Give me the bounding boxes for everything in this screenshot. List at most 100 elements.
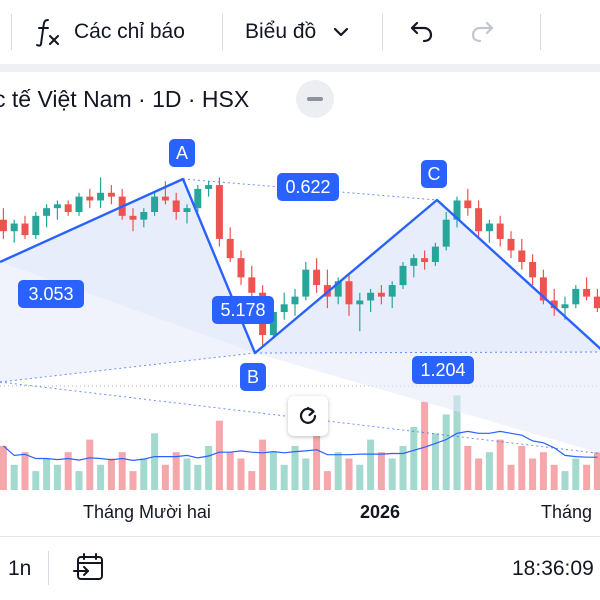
indicators-button[interactable]: Các chỉ báo — [32, 0, 185, 64]
volume-bar — [215, 420, 223, 490]
candle-body — [53, 204, 61, 209]
current-time: 18:36:09 — [512, 557, 594, 580]
candle-body — [377, 292, 385, 297]
volume-bar — [86, 439, 94, 490]
symbol-title: c tế Việt Nam · 1D · HSX — [0, 85, 250, 112]
toolbar-divider — [222, 14, 223, 50]
candle-body — [205, 185, 213, 189]
candle-body — [442, 219, 450, 247]
candle-body — [140, 212, 148, 220]
volume-bar — [237, 458, 245, 490]
calendar-goto-icon[interactable] — [72, 550, 108, 586]
volume-bar — [107, 458, 115, 490]
volume-bar — [334, 452, 342, 490]
toolbar-shadow — [0, 64, 600, 72]
volume-bar — [140, 458, 148, 490]
point-label-b-box — [240, 363, 266, 391]
candle-body — [529, 262, 537, 278]
volume-bar — [453, 395, 461, 490]
volume-bar — [118, 452, 126, 490]
candle-body — [518, 250, 526, 262]
candle-body — [280, 304, 288, 312]
range-button[interactable]: 1n — [8, 557, 32, 580]
volume-bar — [161, 464, 169, 490]
volume-bar — [485, 452, 493, 490]
volume-bar — [572, 458, 580, 490]
pattern-fill-bcd — [255, 200, 600, 353]
volume-bar — [410, 427, 418, 490]
ratio-label-box — [412, 356, 474, 384]
undo-icon — [410, 21, 433, 43]
candle-body — [313, 269, 321, 286]
time-axis-label: 2026 — [360, 502, 401, 522]
candle-body — [10, 223, 18, 232]
ratio-label-box — [277, 173, 339, 201]
volume-bar — [75, 471, 83, 490]
volume-bar — [32, 471, 40, 490]
volume-bar — [10, 464, 18, 490]
candle-body — [539, 277, 547, 301]
volume-bar — [442, 414, 450, 490]
symbol-legend[interactable]: c tế Việt Nam · 1D · HSX — [0, 78, 249, 120]
volume-bar — [151, 433, 159, 490]
time-axis-label: Tháng — [541, 502, 593, 522]
candle-body — [583, 288, 591, 297]
ratio-label: 3.053 — [28, 284, 73, 304]
chart-type-button[interactable]: Biểu đồ — [245, 0, 352, 64]
point-label-c-box — [421, 160, 447, 188]
undo-button[interactable] — [402, 0, 438, 64]
volume-bar — [269, 452, 277, 490]
ratio-label: 1.204 — [420, 360, 465, 380]
bottom-bar: 1n 18:36:09 — [0, 537, 600, 600]
volume-bar — [539, 452, 547, 490]
volume-bar — [302, 458, 310, 490]
candle-body — [388, 285, 396, 297]
candle-body — [75, 196, 83, 212]
volume-bar — [205, 445, 213, 490]
volume-bar — [561, 471, 569, 490]
volume-bar — [377, 452, 385, 490]
volume-bar — [0, 445, 7, 490]
candle-body — [129, 215, 137, 220]
point-label-a: A — [176, 143, 188, 163]
volume-bar — [280, 464, 288, 490]
volume-bar — [583, 464, 591, 490]
candle-body — [194, 188, 202, 209]
minus-icon — [307, 97, 323, 101]
volume-bar — [518, 445, 526, 490]
reset-chart-button[interactable] — [288, 396, 328, 436]
candle-body — [43, 208, 51, 216]
volume-bar — [464, 445, 472, 490]
volume-bar — [64, 452, 72, 490]
candle-body — [496, 223, 504, 239]
candle-body — [345, 281, 353, 305]
volume-bar — [53, 464, 61, 490]
candle-body — [215, 185, 223, 239]
candle-body — [475, 208, 483, 232]
volume-bar — [129, 471, 137, 490]
divider — [48, 551, 49, 585]
volume-bar — [475, 458, 483, 490]
redo-button[interactable] — [466, 0, 502, 64]
candle-body — [237, 258, 245, 278]
ratio-label: 5.178 — [220, 300, 265, 320]
volume-bar — [431, 433, 439, 490]
bottom-divider — [0, 536, 600, 537]
toolbar-divider — [11, 14, 12, 50]
candle-body — [356, 300, 364, 305]
toolbar-divider — [540, 14, 541, 50]
volume-bar — [248, 471, 256, 490]
legend-collapse-button[interactable] — [296, 80, 334, 118]
volume-bar — [529, 458, 537, 490]
top-toolbar: Các chỉ báo Biểu đồ — [0, 0, 600, 64]
volume-bar — [367, 439, 375, 490]
candle-body — [334, 281, 342, 297]
volume-bar — [313, 433, 321, 490]
candle-body — [172, 200, 180, 212]
candle-body — [64, 204, 72, 212]
volume-bar — [356, 464, 364, 490]
candle-body — [421, 258, 429, 262]
price-chart[interactable]: A B C 3.053 5.178 0.622 1.204 — [0, 72, 600, 532]
volume-bar — [291, 445, 299, 490]
chart-type-label: Biểu đồ — [245, 20, 317, 43]
